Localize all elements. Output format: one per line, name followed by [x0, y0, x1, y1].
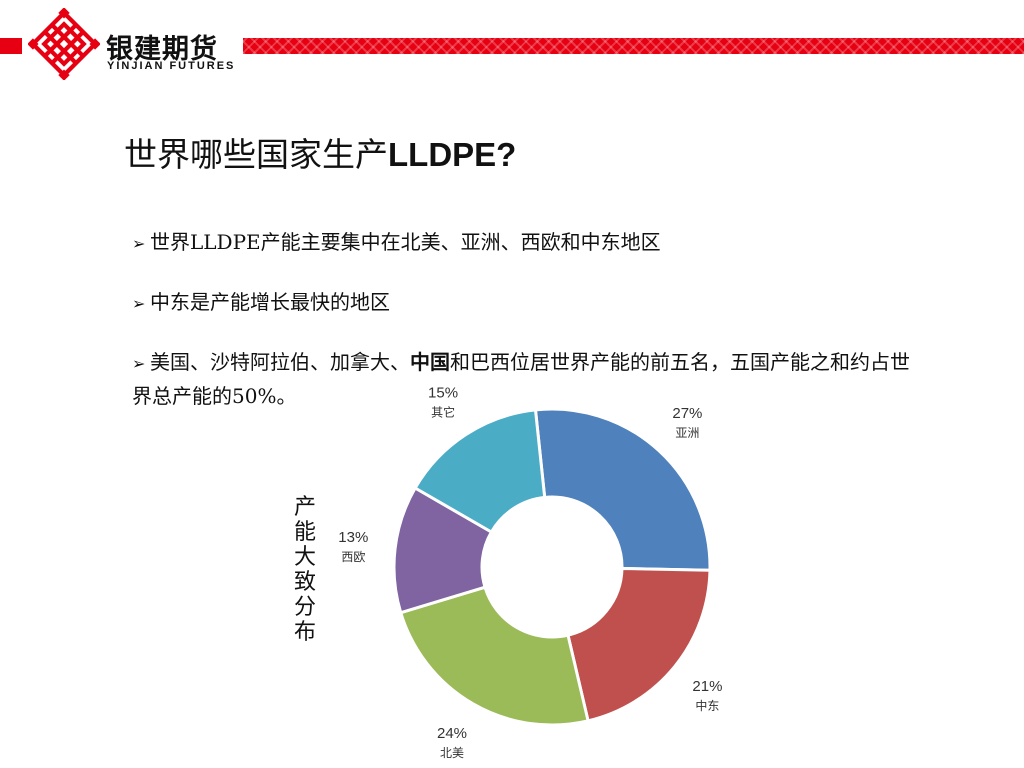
slice-category-label: 其它: [431, 404, 455, 419]
bullet-text: 世界LLDPE产能主要集中在北美、亚洲、西欧和中东地区: [150, 230, 661, 254]
logo-chinese-name: 银建期货: [106, 34, 218, 65]
page-title-latin: LLDPE?: [388, 136, 517, 173]
donut-slice-0: [533, 407, 712, 572]
logo-english-name: YINJIAN FUTURES: [107, 60, 236, 72]
donut-slice-1: [566, 566, 712, 723]
arrow-bullet-icon: ➢: [132, 294, 146, 313]
slice-percent-label: 27%: [672, 405, 702, 422]
bullet-text: 中东是产能增长最快的地区: [150, 290, 390, 314]
slice-category-label: 北美: [440, 746, 464, 760]
chart-side-label: 产能大致分布: [293, 495, 316, 645]
bullet-text: 美国、沙特阿拉伯、加拿大、: [150, 350, 410, 374]
knot-logo-icon: [28, 8, 100, 80]
slice-percent-label: 21%: [692, 678, 722, 695]
bullet-item: ➢ 美国、沙特阿拉伯、加拿大、中国和巴西位居世界产能的前五名，五国产能之和约占世界…: [132, 346, 912, 412]
bullet-item: ➢ 世界LLDPE产能主要集中在北美、亚洲、西欧和中东地区: [132, 226, 912, 260]
slice-percent-label: 15%: [428, 384, 458, 401]
slice-category-label: 中东: [695, 698, 719, 713]
arrow-bullet-icon: ➢: [132, 354, 146, 373]
header-band: [243, 38, 1024, 54]
slice-category-label: 亚洲: [675, 426, 699, 440]
bullet-item: ➢ 中东是产能增长最快的地区: [132, 286, 912, 320]
donut-slice-4: [413, 408, 547, 535]
slice-percent-label: 13%: [338, 529, 368, 546]
slice-category-label: 西欧: [341, 550, 365, 564]
arrow-bullet-icon: ➢: [132, 234, 146, 253]
slice-percent-label: 24%: [437, 725, 467, 742]
bullet-text: 和巴西位居世界产能的前五名，五国产能之和约占世界总产能的50%。: [132, 350, 910, 408]
page-title: 世界哪些国家生产LLDPE?: [124, 128, 516, 176]
donut-slice-2: [398, 585, 590, 727]
header-accent-left: [0, 38, 22, 54]
page-title-prefix: 世界哪些国家生产: [124, 135, 388, 174]
bullet-text-bold: 中国: [410, 350, 450, 374]
bullet-list: ➢ 世界LLDPE产能主要集中在北美、亚洲、西欧和中东地区 ➢ 中东是产能增长最快的…: [132, 226, 912, 438]
